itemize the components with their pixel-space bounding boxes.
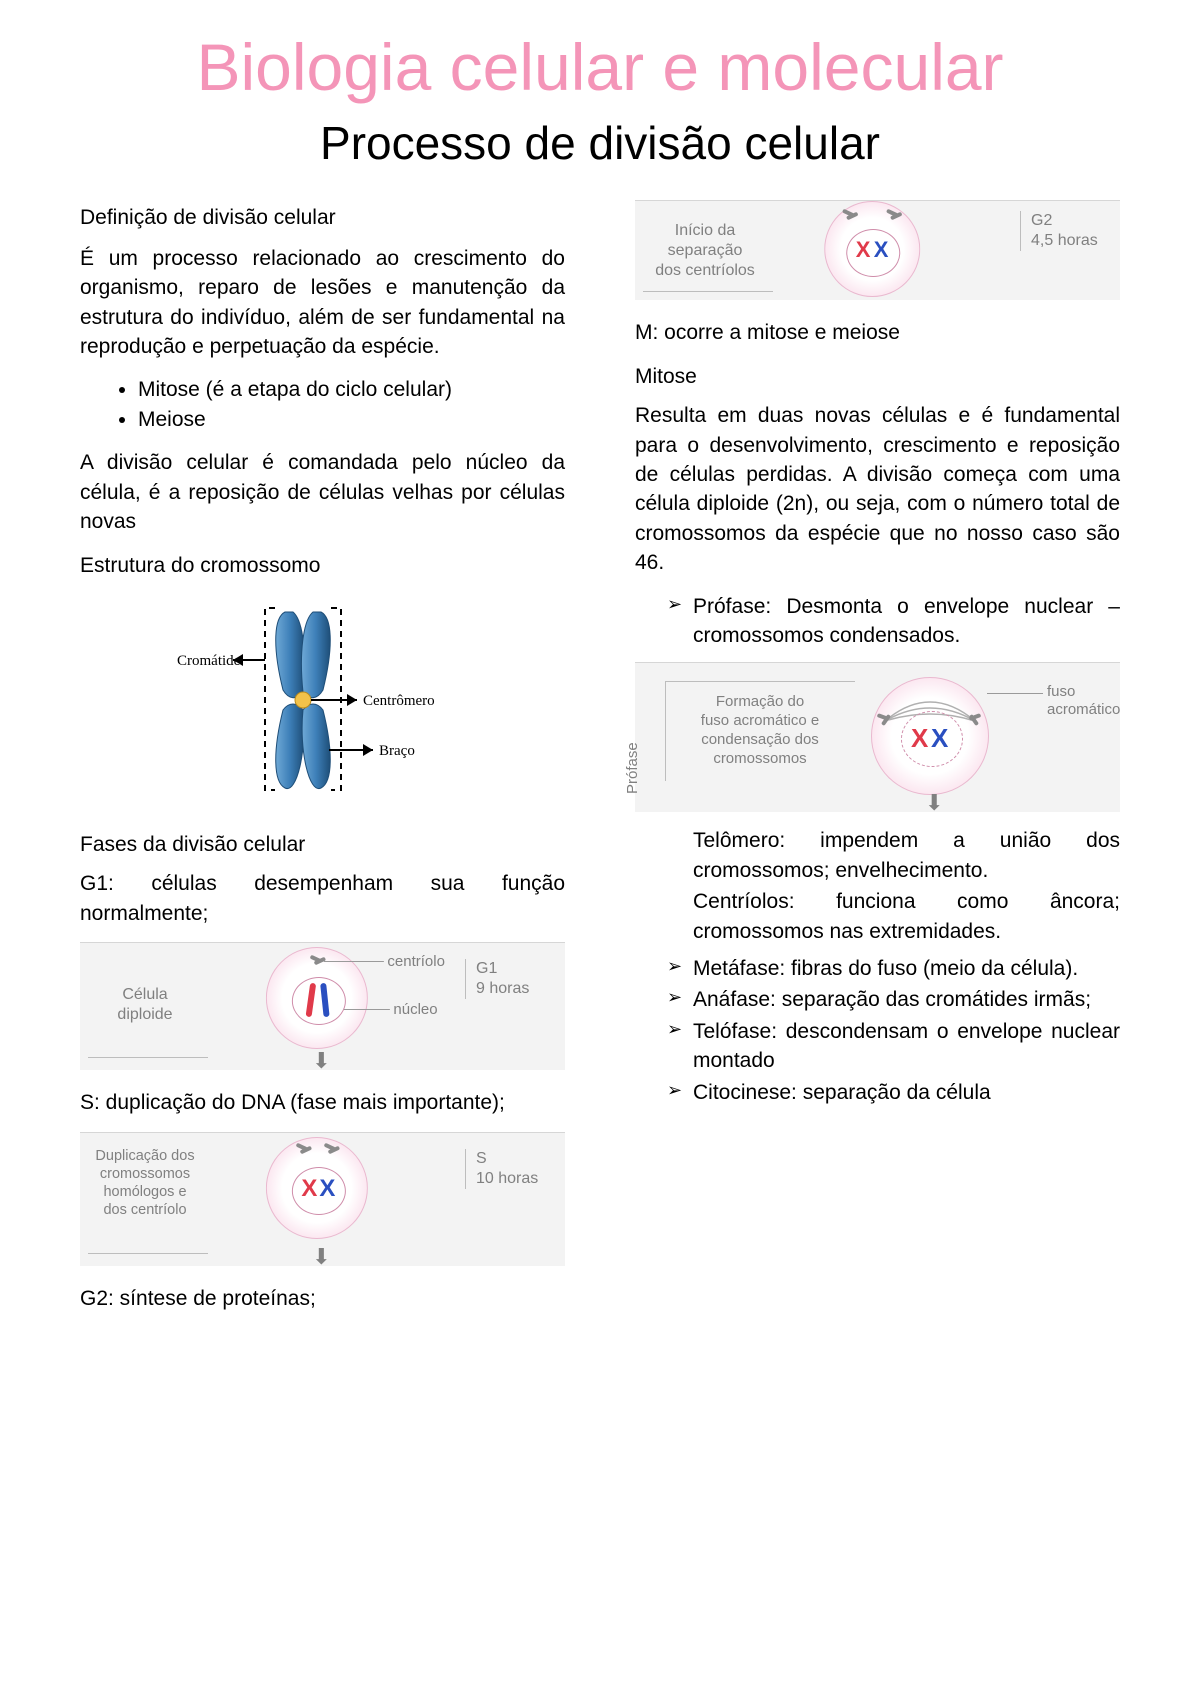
heading-fases: Fases da divisão celular bbox=[80, 833, 565, 857]
text-s: S: duplicação do DNA (fase mais importan… bbox=[80, 1088, 565, 1117]
g1-label-nucleo: núcleo bbox=[393, 1001, 437, 1018]
panel-g2: Início da separação dos centríolos G2 4,… bbox=[635, 200, 1120, 300]
text-telomero: Telômero: impendem a união dos cromossom… bbox=[635, 826, 1120, 885]
s-left-label: Duplicação dos cromossomos homólogos e d… bbox=[90, 1147, 200, 1220]
g1-right-label: G1 9 horas bbox=[465, 959, 555, 999]
g1-right-top: G1 bbox=[476, 960, 497, 977]
li-profase: Prófase: Desmonta o envelope nuclear – c… bbox=[667, 592, 1120, 651]
heading-estrutura-cromossomo: Estrutura do cromossomo bbox=[80, 554, 565, 578]
profase-vertical-label: Prófase bbox=[624, 743, 641, 795]
s-right-bot: 10 horas bbox=[476, 1170, 538, 1187]
li-metafase: Metáfase: fibras do fuso (meio da célula… bbox=[667, 954, 1120, 983]
s-arrow-icon: ⬇ bbox=[312, 1244, 330, 1270]
bullet-meiose: Meiose bbox=[138, 405, 565, 434]
panel-s: Duplicação dos cromossomos homólogos e d… bbox=[80, 1132, 565, 1266]
main-title: Biologia celular e molecular bbox=[80, 30, 1120, 106]
para-definicao: É um processo relacionado ao crescimento… bbox=[80, 244, 565, 362]
g1-left-label: Célula diploide bbox=[90, 985, 200, 1025]
text-g1: G1: células desempenham sua função norma… bbox=[80, 869, 565, 928]
text-g2: G2: síntese de proteínas; bbox=[80, 1284, 565, 1313]
chromosome-svg: Cromátide Centrômero Braço bbox=[173, 590, 473, 810]
profase-box-text: Formação do fuso acromático e condensaçã… bbox=[681, 693, 839, 768]
s-underline bbox=[88, 1253, 208, 1254]
heading-mitose: Mitose bbox=[635, 365, 1120, 389]
para-comando-nucleo: A divisão celular é comandada pelo núcle… bbox=[80, 448, 565, 536]
label-braco: Braço bbox=[379, 743, 415, 759]
g2-cell: X X bbox=[824, 201, 920, 297]
profase-arrow-icon: ⬇ bbox=[925, 790, 943, 816]
arrows-fases-mitose: Metáfase: fibras do fuso (meio da célula… bbox=[635, 954, 1120, 1107]
panel-g1: Célula diploide G1 9 horas centrío bbox=[80, 942, 565, 1070]
label-centromero: Centrômero bbox=[363, 693, 435, 709]
g2-right-label: G2 4,5 horas bbox=[1020, 211, 1110, 251]
g2-right-top: G2 bbox=[1031, 212, 1052, 229]
g1-right-bot: 9 horas bbox=[476, 980, 529, 997]
two-column-layout: Definição de divisão celular É um proces… bbox=[80, 200, 1120, 1317]
g2-right-bot: 4,5 horas bbox=[1031, 232, 1098, 249]
li-telofase: Telófase: descondensam o envelope nuclea… bbox=[667, 1017, 1120, 1076]
profase-cell: X X bbox=[871, 677, 989, 795]
left-column: Definição de divisão celular É um proces… bbox=[80, 200, 565, 1317]
g1-cell: centríolo núcleo bbox=[265, 947, 367, 1049]
heading-definicao: Definição de divisão celular bbox=[80, 206, 565, 230]
s-right-label: S 10 horas bbox=[465, 1149, 555, 1189]
g1-label-centriolo: centríolo bbox=[387, 953, 445, 970]
text-centriolos: Centríolos: funciona como âncora; cromos… bbox=[635, 887, 1120, 946]
subtitle: Processo de divisão celular bbox=[80, 116, 1120, 170]
s-right-top: S bbox=[476, 1150, 487, 1167]
li-citocinese: Citocinese: separação da célula bbox=[667, 1078, 1120, 1107]
bullets-tipos: Mitose (é a etapa do ciclo celular) Meio… bbox=[80, 375, 565, 434]
g2-left-label: Início da separação dos centríolos bbox=[645, 221, 765, 281]
label-cromatide: Cromátide bbox=[177, 653, 241, 669]
bullet-mitose: Mitose (é a etapa do ciclo celular) bbox=[138, 375, 565, 404]
para-mitose: Resulta em duas novas células e é fundam… bbox=[635, 401, 1120, 577]
figure-chromosome: Cromátide Centrômero Braço bbox=[80, 590, 565, 815]
panel-profase: Prófase Formação do fuso acromático e co… bbox=[635, 662, 1120, 812]
li-anafase: Anáfase: separação das cromátides irmãs; bbox=[667, 985, 1120, 1014]
g1-underline bbox=[88, 1057, 208, 1058]
g1-arrow-icon: ⬇ bbox=[312, 1048, 330, 1074]
profase-fuso-label: fuso acromático bbox=[1047, 683, 1120, 719]
right-column: Início da separação dos centríolos G2 4,… bbox=[635, 200, 1120, 1317]
s-cell: X X bbox=[265, 1137, 367, 1239]
arrows-profase: Prófase: Desmonta o envelope nuclear – c… bbox=[635, 592, 1120, 651]
text-m: M: ocorre a mitose e meiose bbox=[635, 318, 1120, 347]
g2-underline bbox=[643, 291, 773, 292]
